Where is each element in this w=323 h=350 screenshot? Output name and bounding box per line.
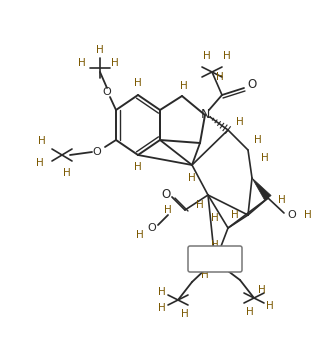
- Text: H: H: [261, 153, 269, 163]
- Text: H: H: [196, 247, 204, 257]
- Text: H: H: [236, 117, 244, 127]
- Text: Abs: Abs: [205, 254, 225, 264]
- Text: H: H: [211, 240, 219, 250]
- Text: H: H: [211, 213, 219, 223]
- Text: O: O: [162, 189, 171, 202]
- Text: H: H: [226, 247, 234, 257]
- Text: H: H: [304, 210, 312, 220]
- Text: H: H: [203, 51, 211, 61]
- Text: H: H: [278, 195, 286, 205]
- Text: O: O: [103, 87, 111, 97]
- Text: H: H: [134, 162, 142, 172]
- Text: H: H: [196, 200, 204, 210]
- FancyBboxPatch shape: [188, 246, 242, 272]
- Text: H: H: [38, 136, 46, 146]
- Text: H: H: [180, 81, 188, 91]
- Text: H: H: [201, 270, 209, 280]
- Text: H: H: [164, 205, 172, 215]
- Text: H: H: [224, 263, 232, 273]
- Text: H: H: [181, 309, 189, 319]
- Text: H: H: [258, 285, 266, 295]
- Text: H: H: [134, 78, 142, 88]
- Text: H: H: [36, 158, 44, 168]
- Text: O: O: [247, 78, 257, 91]
- Text: H: H: [246, 307, 254, 317]
- Polygon shape: [252, 178, 271, 201]
- Text: H: H: [216, 72, 224, 82]
- Text: H: H: [231, 210, 239, 220]
- Text: H: H: [188, 173, 196, 183]
- Text: H: H: [63, 168, 71, 178]
- Text: H: H: [223, 51, 231, 61]
- Text: H: H: [111, 58, 119, 68]
- Text: N: N: [210, 256, 220, 268]
- Text: O: O: [148, 223, 156, 233]
- Text: H: H: [158, 303, 166, 313]
- Text: H: H: [78, 58, 86, 68]
- Text: H: H: [96, 45, 104, 55]
- Text: O: O: [93, 147, 101, 157]
- Text: H: H: [254, 135, 262, 145]
- Text: H: H: [266, 301, 274, 311]
- Text: N: N: [200, 108, 210, 121]
- Text: H: H: [158, 287, 166, 297]
- Text: O: O: [287, 210, 297, 220]
- Text: H: H: [136, 230, 144, 240]
